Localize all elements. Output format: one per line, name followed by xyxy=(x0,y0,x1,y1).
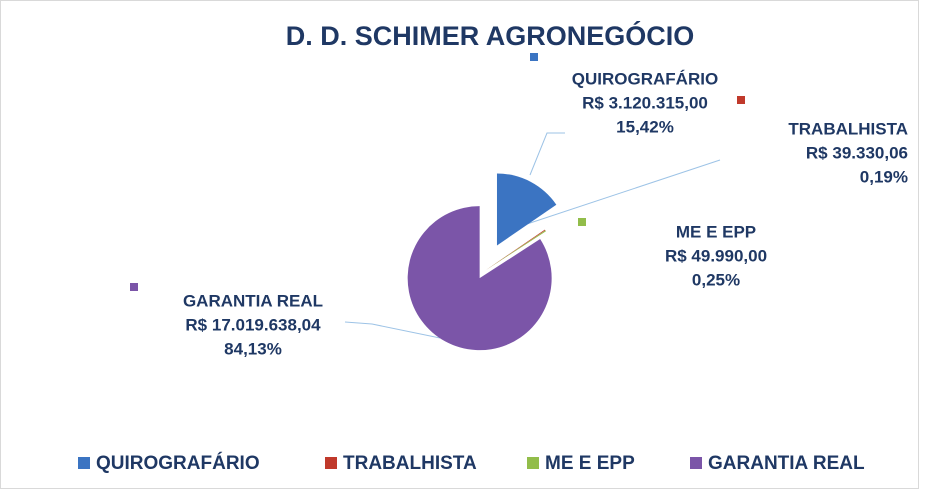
legend-swatch xyxy=(690,457,702,469)
leader-line xyxy=(529,132,565,176)
legend-label: GARANTIA REAL xyxy=(708,453,865,474)
data-label: TRABALHISTA xyxy=(788,119,908,138)
legend-swatch xyxy=(78,457,90,469)
data-label: GARANTIA REAL xyxy=(183,291,323,310)
label-marker xyxy=(130,283,138,291)
legend-label: TRABALHISTA xyxy=(343,453,477,474)
label-marker xyxy=(737,96,745,104)
legend-label: ME E EPP xyxy=(545,453,635,474)
pie-slice xyxy=(496,173,557,246)
data-label: R$ 3.120.315,00 xyxy=(582,93,708,112)
data-label: 15,42% xyxy=(616,117,674,136)
pie-slice xyxy=(485,230,546,271)
data-label: 0,19% xyxy=(860,167,908,186)
data-label: R$ 49.990,00 xyxy=(665,246,767,265)
label-marker xyxy=(578,218,586,226)
data-label: 84,13% xyxy=(224,339,282,358)
data-label: R$ 39.330,06 xyxy=(806,143,908,162)
data-label: ME E EPP xyxy=(676,222,756,241)
leader-line xyxy=(514,159,721,229)
legend-label: QUIROGRAFÁRIO xyxy=(96,452,260,474)
chart-title: D. D. SCHIMER AGRONEGÓCIO xyxy=(286,20,695,51)
legend-swatch xyxy=(527,457,539,469)
data-label: 0,25% xyxy=(692,270,740,289)
pie-slice xyxy=(485,229,546,271)
leader-line xyxy=(344,321,441,339)
legend-swatch xyxy=(325,457,337,469)
pie-slice xyxy=(407,206,552,351)
label-marker xyxy=(530,53,538,61)
data-label: R$ 17.019.638,04 xyxy=(185,315,321,334)
data-label: QUIROGRAFÁRIO xyxy=(572,69,718,88)
